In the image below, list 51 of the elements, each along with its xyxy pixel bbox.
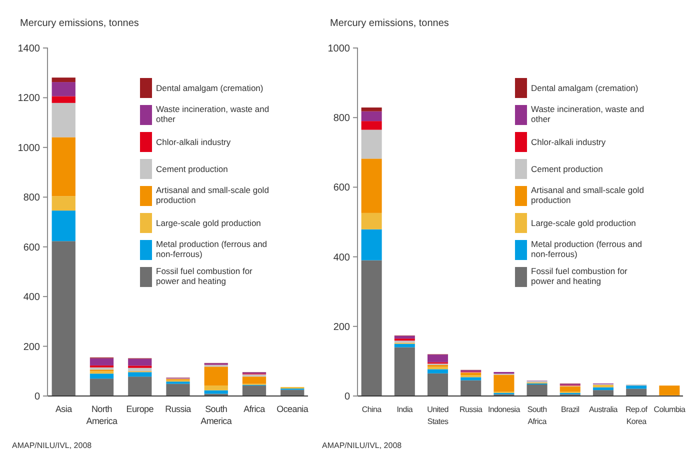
x-tick-label: India xyxy=(396,405,414,414)
y-tick-label: 0 xyxy=(344,392,350,402)
legend-label: Fossil fuel combustion for power and heating xyxy=(156,266,253,286)
y-tick-label: 1000 xyxy=(18,142,40,154)
legend-label: Waste incineration, waste and other xyxy=(156,104,270,124)
y-tick-label: 200 xyxy=(333,322,350,333)
y-axis-title: Mercury emissions, tonnes xyxy=(20,18,139,29)
legend-label: Large-scale gold production xyxy=(531,218,636,228)
y-tick-label: 600 xyxy=(333,182,350,194)
y-tick-label: 800 xyxy=(23,192,40,204)
y-axis-title: Mercury emissions, tonnes xyxy=(330,18,449,29)
x-tick-label: China xyxy=(362,405,382,414)
x-tick-label: United States xyxy=(427,405,448,426)
legend-label: Chlor-alkali industry xyxy=(156,137,232,147)
y-tick-label: 400 xyxy=(23,292,40,304)
y-tick-label: 1200 xyxy=(18,93,40,104)
y-tick-label: 1400 xyxy=(18,44,40,54)
legend-label: Large-scale gold production xyxy=(156,218,262,228)
text: AMAP/NILU/IVL, 2008 xyxy=(322,441,402,450)
y-tick-label: 400 xyxy=(333,252,350,264)
x-tick-label: South Africa xyxy=(527,405,548,426)
legend-label: Metal production (ferrous and non-ferrous) xyxy=(531,239,642,259)
y-tick-label: 200 xyxy=(23,342,40,353)
y-tick-label: 800 xyxy=(333,113,350,124)
x-tick-label: Rep.of Korea xyxy=(625,405,648,426)
x-tick-label: North America xyxy=(86,404,118,426)
text: AMAP/NILU/IVL, 2008 xyxy=(12,441,92,450)
legend-label: Chlor-alkali industry xyxy=(531,137,606,147)
x-tick-label: Australia xyxy=(589,405,618,414)
x-tick-label: Asia xyxy=(55,404,72,414)
legend-label: Metal production (ferrous and non-ferrous) xyxy=(156,239,268,259)
legend-label: Dental amalgam (cremation) xyxy=(156,83,264,93)
x-tick-label: Africa xyxy=(244,404,266,414)
legend-label: Artisanal and small-scale gold production xyxy=(531,185,644,205)
x-tick-label: Europe xyxy=(126,404,154,414)
x-tick-label: Oceania xyxy=(276,404,308,414)
x-tick-label: South America xyxy=(200,404,232,426)
legend-label: Artisanal and small-scale gold production xyxy=(156,185,270,205)
y-tick-label: 600 xyxy=(23,242,40,254)
legend-label: Fossil fuel combustion for power and heating xyxy=(531,266,628,286)
y-tick-label: 1000 xyxy=(328,44,350,54)
x-tick-label: Columbia xyxy=(654,405,686,414)
legend-label: Cement production xyxy=(531,164,604,174)
x-tick-label: Russia xyxy=(460,405,484,414)
x-tick-label: Brazil xyxy=(561,405,580,414)
y-tick-label: 0 xyxy=(34,392,40,402)
legend-label: Waste incineration, waste and other xyxy=(531,104,644,124)
x-tick-label: Indonesia xyxy=(488,405,521,414)
legend-label: Dental amalgam (cremation) xyxy=(531,83,638,93)
legend-label: Cement production xyxy=(156,164,228,174)
x-tick-label: Russia xyxy=(165,404,192,414)
